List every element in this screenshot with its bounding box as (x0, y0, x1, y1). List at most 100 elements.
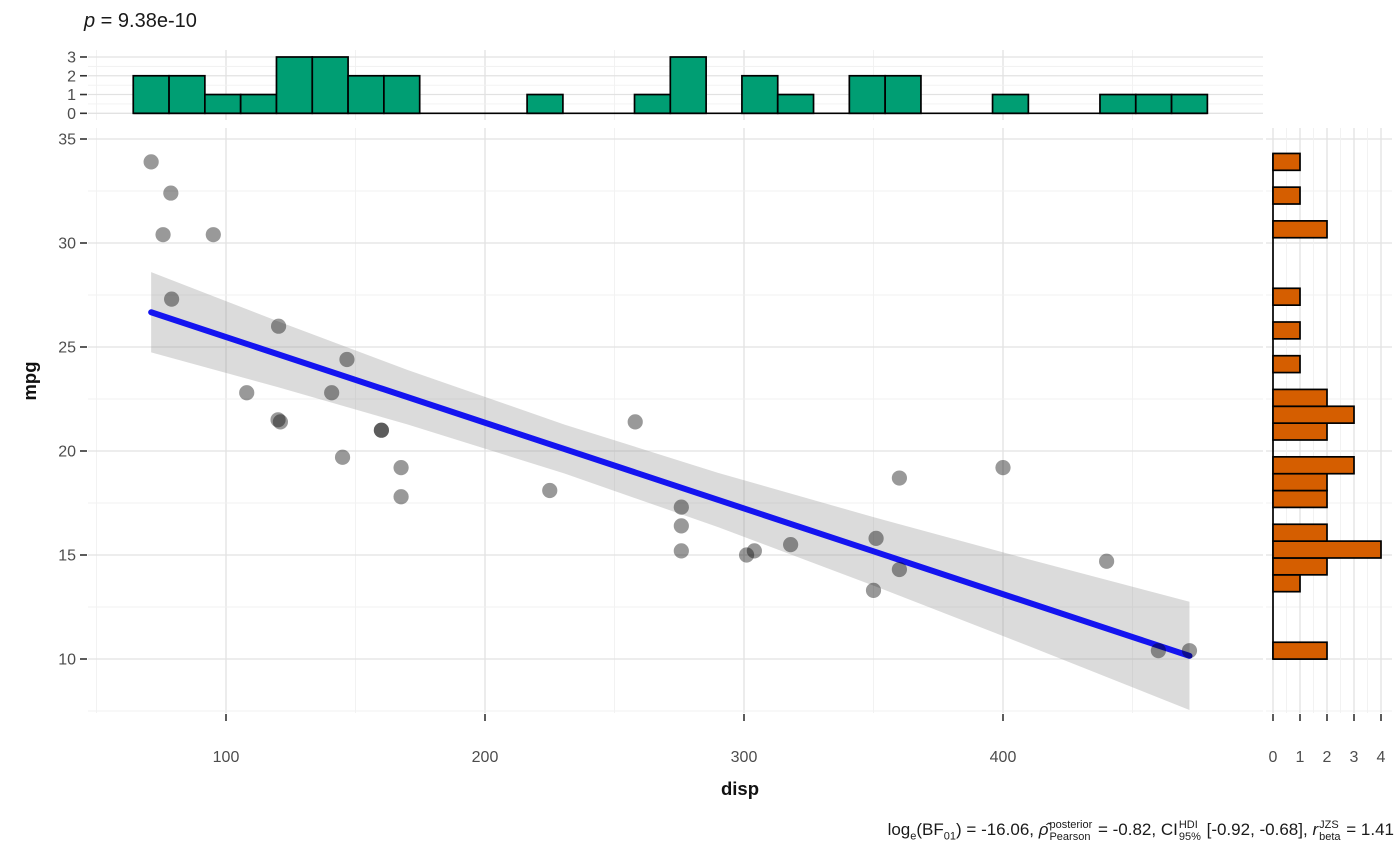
scatter-point (542, 482, 558, 499)
y-axis-tick-label: 10 (58, 652, 76, 669)
x-histogram-bar (1134, 93, 1173, 115)
scatter-point (738, 547, 755, 563)
scatter-point (270, 412, 286, 428)
y-histogram-bar (1272, 422, 1328, 441)
y-histogram-bar (1272, 287, 1301, 306)
ci-subscript: 95% (1178, 830, 1201, 843)
right-hist-tick-label: 0 (1269, 749, 1278, 766)
y-axis-tick-label: 15 (58, 548, 76, 565)
y-histogram-bar (1272, 152, 1301, 172)
p-value-annotation: p = 9.38e-10 (84, 10, 197, 33)
x-axis-tick-label: 200 (472, 749, 499, 766)
scatter-point (373, 422, 389, 438)
scatter-point (1150, 643, 1166, 659)
top-hist-tick-label: 3 (67, 49, 76, 66)
y-histogram-bar (1272, 186, 1301, 205)
x-histogram-bar (311, 56, 349, 115)
y-axis-title: mpg (19, 361, 40, 400)
scatter-point (746, 543, 762, 559)
scatter-point (393, 460, 409, 476)
y-histogram-bar (1272, 573, 1301, 593)
y-histogram-bar (1272, 540, 1382, 559)
scatter-point (270, 318, 287, 334)
confidence-band (151, 272, 1190, 710)
scatter-point (205, 227, 221, 243)
ci-superscript-subscript: HDI 95% (1179, 820, 1201, 843)
scatter-point (163, 185, 179, 201)
scatter-point (334, 449, 351, 465)
y-histogram-bar (1272, 557, 1328, 576)
scatter-point (673, 518, 689, 534)
p-value-text: = 9.38e-10 (95, 10, 197, 32)
scatter-point (783, 537, 799, 553)
x-histogram-bar (741, 74, 779, 115)
x-axis-title: disp (721, 778, 759, 799)
rho-hat-symbol: ρ̂ (1038, 820, 1049, 839)
rho-superscript: posterior (1049, 819, 1093, 832)
x-histogram-bar (204, 93, 242, 115)
rho-subscript: Pearson (1049, 830, 1091, 843)
scatter-point (673, 499, 689, 515)
y-axis-tick-label: 35 (58, 132, 76, 149)
x-histogram-bar (633, 93, 672, 115)
p-symbol: p (84, 10, 96, 32)
top-hist-tick-label: 2 (67, 68, 76, 85)
scatter-point (373, 422, 389, 438)
x-histogram-bar (526, 93, 564, 115)
scatter-point (673, 543, 689, 559)
x-histogram-bar (383, 74, 421, 115)
rho-superscript-subscript: posterior Pearson (1049, 820, 1092, 843)
scatter-point (627, 414, 643, 430)
y-histogram-bar (1272, 321, 1301, 340)
scatter-point (324, 385, 340, 401)
right-hist-tick-label: 2 (1323, 749, 1332, 766)
x-histogram-bar (168, 74, 206, 115)
ci-superscript: HDI (1178, 819, 1198, 832)
y-axis-tick-label: 20 (58, 444, 76, 461)
caption-bf-sub: 01 (943, 830, 957, 843)
x-axis-tick-label: 100 (213, 749, 240, 766)
caption-r-value: = 1.41 (1341, 820, 1394, 839)
y-axis-tick-label: 30 (58, 236, 76, 253)
y-histogram-bar (1272, 641, 1328, 660)
scatter-point (393, 489, 409, 505)
scatter-point (891, 561, 908, 578)
x-histogram-bar (1170, 93, 1209, 115)
x-axis-tick-label: 300 (731, 749, 758, 766)
stats-caption: loge(BF01) = -16.06, ρ̂ posterior Pearson … (0, 820, 1394, 843)
x-axis-tick-label: 400 (990, 749, 1017, 766)
caption-log-sub: e (910, 830, 917, 843)
x-histogram-bar (132, 74, 170, 115)
right-hist-tick-label: 4 (1377, 749, 1386, 766)
y-histogram-bar (1272, 388, 1328, 408)
scatter-point (239, 385, 255, 401)
scatter-point (891, 470, 908, 486)
right-hist-tick-label: 3 (1350, 749, 1359, 766)
scatter-point (143, 154, 159, 170)
y-histogram-bar (1272, 489, 1328, 509)
scatter-point (865, 582, 882, 598)
r-symbol: r (1312, 820, 1319, 839)
right-hist-tick-label: 1 (1296, 749, 1305, 766)
y-histogram-bar (1272, 354, 1301, 374)
scatter-point (995, 460, 1011, 476)
x-histogram-bar (669, 56, 707, 115)
x-histogram-bar (347, 74, 385, 115)
x-histogram-bar (991, 93, 1030, 115)
x-histogram-bar (1099, 93, 1137, 115)
caption-ci-value: [-0.92, -0.68], (1201, 820, 1313, 839)
caption-bf-value: ) = -16.06, (956, 820, 1039, 839)
y-histogram-bar (1272, 472, 1328, 492)
scatter-point (1181, 643, 1198, 659)
top-hist-tick-label: 1 (67, 87, 76, 104)
x-histogram-bar (239, 93, 278, 115)
x-histogram-bar (884, 74, 922, 115)
caption-rho-value: = -0.82, CI (1093, 820, 1178, 839)
x-histogram-bar (848, 74, 886, 115)
top-hist-tick-label: 0 (67, 106, 76, 123)
y-histogram-bar (1272, 455, 1355, 475)
scatter-point (1099, 553, 1115, 569)
x-histogram-bar (275, 56, 314, 115)
